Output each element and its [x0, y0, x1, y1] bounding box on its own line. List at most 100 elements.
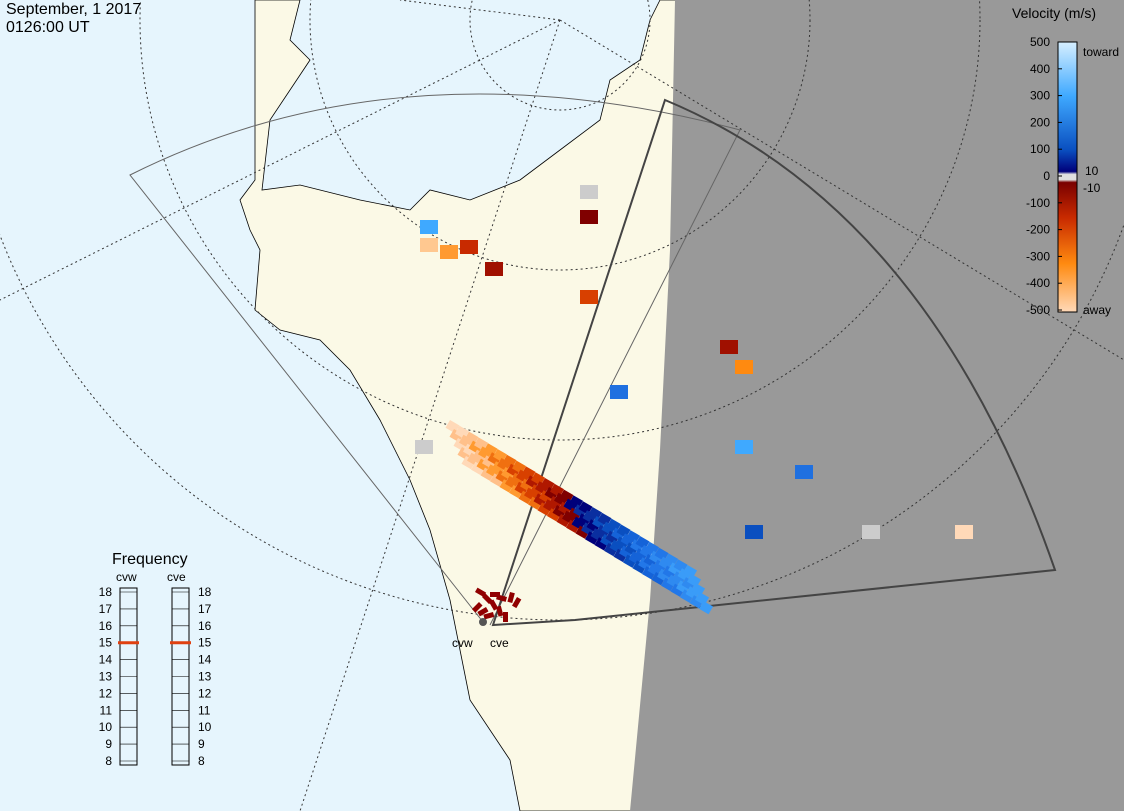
radar-cell: [580, 185, 598, 199]
meridian: [299, 19, 561, 811]
radar-cell: [666, 574, 681, 588]
radar-cell: [616, 524, 631, 538]
radar-cell: [600, 534, 615, 548]
radar-cell: [478, 446, 493, 460]
radar-cell: [529, 484, 544, 498]
radar-cell: [597, 512, 612, 527]
radar-cell: [658, 556, 673, 570]
radar-cell: [524, 487, 539, 501]
radar-cell: [543, 499, 558, 513]
radar-cell: [642, 566, 657, 580]
scale-tick-label: -400: [1026, 276, 1050, 290]
lat-circle: [139, 0, 981, 441]
inner-tick-label: 10: [1085, 164, 1099, 178]
radar-cell: [673, 559, 688, 573]
radar-cell: [558, 501, 573, 516]
frequency-tick-label: 12: [99, 686, 113, 700]
radar-cell: [471, 461, 486, 476]
radar-cell: [670, 583, 685, 597]
radar-cell: [649, 550, 664, 565]
toward-label: toward: [1083, 45, 1119, 59]
radar-cell: [487, 452, 502, 466]
radar-cell: [460, 240, 478, 254]
radar-cell: [745, 525, 763, 539]
radar-cell: [483, 443, 498, 457]
radar-cell: [594, 537, 609, 551]
radar-cell: [563, 498, 578, 512]
radar-cell: [634, 548, 649, 562]
radar-cell: [511, 460, 527, 474]
inner-tick-label: -10: [1083, 181, 1101, 195]
radar-cell: [735, 440, 753, 454]
radar-cell: [668, 562, 683, 576]
time: 0126:00 UT: [6, 19, 90, 36]
radar-cell: [619, 545, 634, 559]
radar-cell: [514, 481, 529, 496]
frequency-tick-label: 14: [198, 653, 212, 667]
radar-cell: [548, 496, 563, 510]
radar-name: cvw: [116, 570, 137, 584]
radar-cell: [453, 438, 468, 452]
radar-cell: [415, 440, 433, 454]
radar-cell: [420, 238, 438, 252]
meridian: [0, 19, 561, 301]
radar-cell: [457, 447, 472, 461]
radar-cell: [473, 437, 489, 451]
radar-cell: [490, 473, 505, 487]
scale-tick-label: 300: [1030, 89, 1050, 103]
meridian: [399, 0, 561, 21]
radar-cell: [559, 489, 574, 503]
scale-tick-label: 400: [1030, 62, 1050, 76]
radar-cell: [581, 522, 596, 536]
radar-cell: [528, 496, 543, 510]
radar-cell: [501, 467, 516, 481]
frequency-tick-label: 11: [198, 703, 211, 717]
lat-circle: [469, 0, 651, 111]
scale-title: Velocity (m/s): [1012, 5, 1096, 21]
radar-cell: [632, 560, 647, 574]
frequency-tick-label: 17: [198, 602, 212, 616]
frequency-tick-label: 16: [198, 619, 212, 633]
radar-cell: [699, 601, 714, 615]
frequency-tick-label: 9: [105, 737, 112, 751]
radar-cell: [476, 458, 491, 472]
radar-site: [479, 618, 487, 626]
radar-cell: [480, 467, 495, 481]
frequency-tick-label: 17: [99, 602, 113, 616]
radar-cell: [502, 454, 517, 469]
radar-cell: [471, 602, 483, 613]
radar-cell: [590, 528, 605, 542]
radar-cell: [462, 443, 478, 458]
radar-cell: [624, 542, 639, 556]
radar-cell: [492, 449, 508, 463]
radar-cell: [657, 568, 672, 583]
radar-cell: [609, 539, 624, 554]
radar-cell: [510, 472, 525, 487]
radar-cell: [635, 536, 650, 550]
radar-cell: [585, 531, 600, 545]
radar-name: cve: [167, 570, 186, 584]
radar-cell: [683, 565, 698, 579]
radar-cell: [550, 483, 565, 498]
radar-cell: [575, 525, 590, 539]
radar-cell: [582, 510, 597, 524]
cve-fan: [491, 98, 1057, 627]
radar-cell: [607, 518, 622, 532]
date: September, 1 2017: [6, 1, 141, 18]
radar-cell: [680, 589, 695, 603]
radar-cell: [455, 425, 470, 440]
frequency-tick-label: 14: [99, 653, 113, 667]
radar-cell: [569, 495, 584, 509]
radar-cell: [664, 553, 679, 567]
frequency-tick-label: 13: [99, 670, 113, 684]
radar-cell: [580, 290, 598, 304]
radar-cell: [420, 220, 438, 234]
radar-cell: [626, 530, 641, 544]
radar-cell: [520, 478, 535, 492]
radar-cell: [672, 571, 687, 585]
radar-cell: [628, 551, 643, 565]
radar-cell: [544, 487, 559, 501]
station-label: cve: [490, 636, 509, 650]
radar-cell: [491, 461, 506, 475]
radar-cell: [481, 455, 497, 469]
